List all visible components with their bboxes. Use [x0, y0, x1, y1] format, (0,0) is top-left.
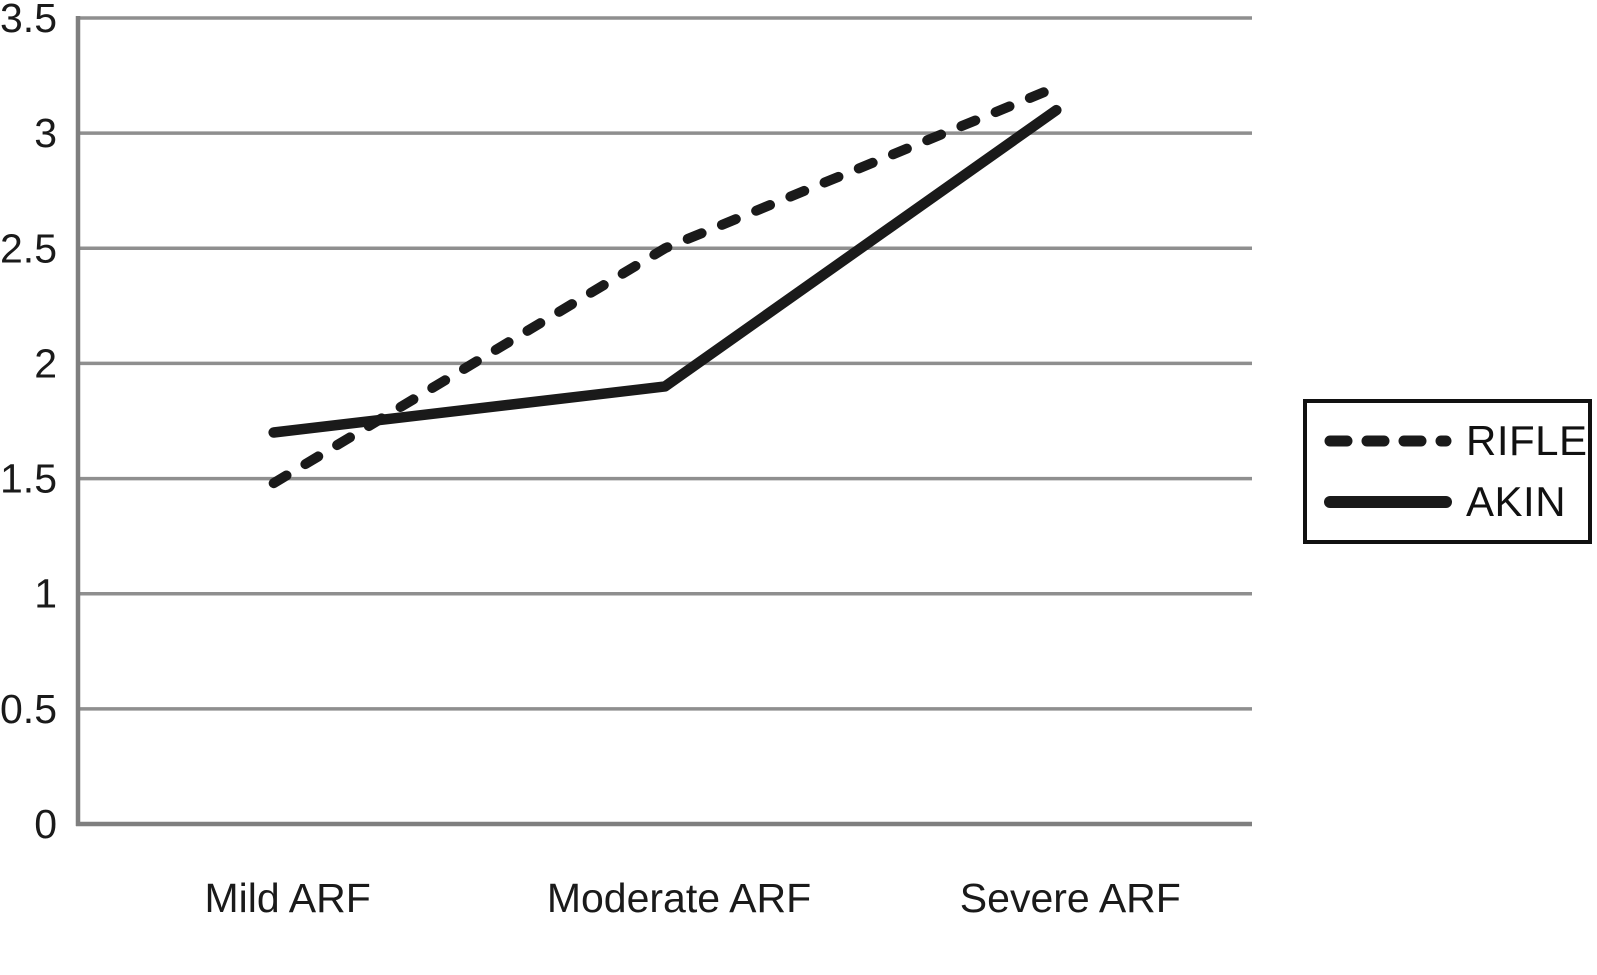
- y-tick-label: 0.5: [0, 686, 57, 732]
- y-tick-label: 3.5: [0, 0, 57, 41]
- y-tick-label: 0: [34, 801, 57, 847]
- rifle-dashed-line-swatch-icon: [1324, 435, 1452, 447]
- legend-item-rifle: RIFLE: [1323, 417, 1588, 465]
- legend-item-akin: AKIN: [1323, 478, 1588, 526]
- x-axis-category-labels: Mild ARF Moderate ARF Severe ARF: [205, 875, 1181, 921]
- series-line-akin: [268, 104, 1062, 438]
- legend: RIFLE AKIN: [1303, 399, 1592, 544]
- x-category-label: Severe ARF: [960, 875, 1181, 921]
- series-lines: [268, 82, 1062, 489]
- x-category-label: Moderate ARF: [547, 875, 811, 921]
- y-tick-label: 1: [34, 571, 57, 617]
- y-tick-label: 3: [34, 110, 57, 156]
- series-line-rifle: [268, 82, 1062, 489]
- y-axis-tick-labels: 0 0.5 1 1.5 2 2.5 3 3.5: [0, 0, 57, 847]
- gridlines: [78, 16, 1252, 711]
- y-tick-label: 2.5: [0, 225, 57, 271]
- axes: [75, 16, 1252, 827]
- x-category-label: Mild ARF: [205, 875, 371, 921]
- akin-solid-line-swatch-icon: [1324, 496, 1452, 509]
- y-tick-label: 2: [34, 340, 57, 386]
- legend-label-akin: AKIN: [1466, 478, 1567, 526]
- y-tick-label: 1.5: [0, 456, 57, 502]
- legend-label-rifle: RIFLE: [1466, 416, 1588, 464]
